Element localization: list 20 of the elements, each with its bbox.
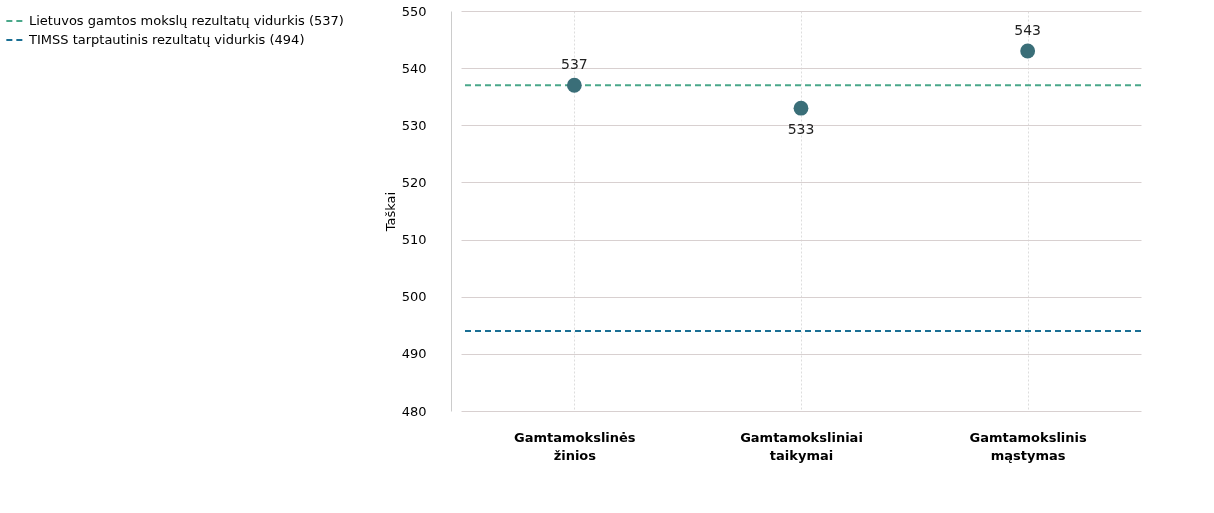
point: [1020, 43, 1036, 59]
point: [566, 77, 582, 93]
x-tick-label: Gamtamokslinės žinios: [514, 429, 636, 463]
y-axis-title: Taškai: [382, 191, 398, 233]
legend-label: Lietuvos gamtos mokslų rezultatų vidurkis (537): [29, 13, 344, 28]
y-tick-label: 520: [401, 174, 427, 190]
x-tick-label: Gamtamoksliniai taikymai: [740, 429, 863, 463]
y-tick-label: 530: [401, 117, 427, 133]
legend-label: TIMSS tarptautinis rezultatų vidurkis (494): [28, 32, 305, 47]
point: [793, 100, 809, 116]
data-label: 537: [560, 56, 588, 73]
y-tick-label: 550: [401, 3, 427, 19]
x-tick-label: Gamtamokslinis mąstymas: [969, 429, 1088, 463]
data-label: 543: [1014, 22, 1042, 38]
data-label: 533: [787, 121, 815, 138]
y-tick-label: 500: [401, 289, 427, 305]
y-tick-label: 540: [401, 60, 427, 76]
y-tick-label: 480: [401, 403, 427, 419]
y-tick-label: 490: [401, 346, 427, 362]
y-tick-label: 510: [401, 232, 427, 248]
